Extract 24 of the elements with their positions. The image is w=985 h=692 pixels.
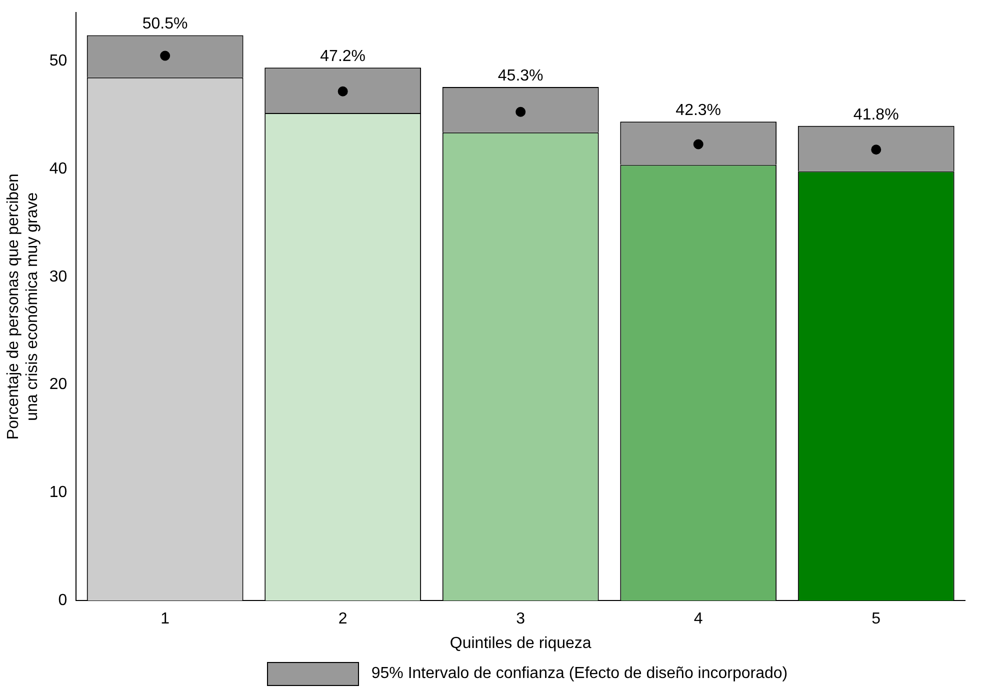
x-tick-label: 1 xyxy=(160,610,170,628)
y-tick-label: 30 xyxy=(49,268,68,286)
data-label: 41.8% xyxy=(853,106,899,124)
y-tick-label: 0 xyxy=(58,592,68,610)
point xyxy=(160,50,170,61)
data-label: 50.5% xyxy=(142,16,188,33)
data-label: 42.3% xyxy=(676,102,722,119)
point xyxy=(516,106,526,117)
x-axis-title: Quintiles de riqueza xyxy=(450,634,592,652)
y-tick-label: 10 xyxy=(49,484,68,502)
point xyxy=(338,86,348,96)
x-tick-label: 2 xyxy=(338,610,348,628)
y-axis-title: Porcentaje de personas que perciben una crisis económica muy grave xyxy=(5,174,42,440)
data-label: 47.2% xyxy=(320,48,366,66)
y-tick-label: 40 xyxy=(49,160,68,178)
y-tick-label: 20 xyxy=(49,376,68,394)
point xyxy=(871,144,882,155)
x-tick-label: 4 xyxy=(694,610,703,628)
x-tick-label: 5 xyxy=(872,610,881,628)
x-tick-label: 3 xyxy=(516,610,526,628)
y-tick-label: 50 xyxy=(49,52,68,70)
text: 95% Intervalo de confianza (Efecto de diseño incorporado) xyxy=(371,665,788,683)
point xyxy=(693,139,704,150)
data-label: 45.3% xyxy=(498,67,544,84)
